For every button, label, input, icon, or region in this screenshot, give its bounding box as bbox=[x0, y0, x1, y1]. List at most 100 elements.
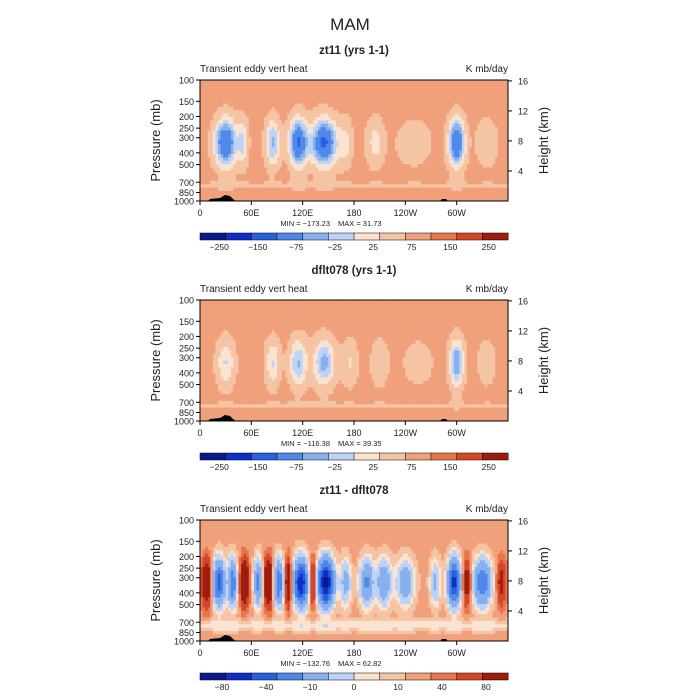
field-cell bbox=[351, 80, 355, 84]
field-cell bbox=[466, 174, 470, 178]
field-cell bbox=[446, 190, 450, 195]
field-cell bbox=[443, 103, 447, 108]
field-cell bbox=[484, 130, 488, 135]
field-cell bbox=[379, 86, 383, 91]
field-cell bbox=[397, 133, 401, 138]
field-cell bbox=[423, 150, 427, 155]
field-cell bbox=[474, 96, 478, 101]
field-cell bbox=[233, 100, 237, 104]
field-cell bbox=[379, 120, 383, 124]
field-cell bbox=[292, 113, 296, 118]
field-cell bbox=[205, 407, 208, 412]
field-cell bbox=[284, 123, 288, 128]
field-cell bbox=[459, 86, 463, 91]
field-cell bbox=[256, 177, 260, 182]
field-cell bbox=[243, 184, 247, 188]
field-cell bbox=[264, 90, 268, 94]
field-cell bbox=[207, 167, 211, 172]
field-cell bbox=[284, 164, 288, 168]
field-cell bbox=[271, 160, 275, 165]
field-cell bbox=[369, 100, 373, 104]
field-cell bbox=[235, 397, 239, 402]
field-cell bbox=[348, 167, 352, 172]
field-cell bbox=[402, 167, 406, 172]
field-cell bbox=[461, 120, 465, 124]
field-cell bbox=[282, 133, 285, 138]
field-cell bbox=[315, 100, 319, 104]
field-cell bbox=[448, 177, 452, 182]
field-cell bbox=[479, 160, 483, 165]
field-cell bbox=[202, 384, 206, 388]
field-cell bbox=[351, 143, 355, 148]
field-cell bbox=[379, 157, 383, 161]
field-cell bbox=[502, 133, 506, 138]
field-cell bbox=[495, 86, 499, 91]
field-cell bbox=[379, 110, 383, 114]
field-cell bbox=[235, 184, 239, 188]
field-cell bbox=[423, 80, 427, 84]
field-cell bbox=[433, 120, 437, 124]
field-cell bbox=[274, 113, 278, 118]
field-cell bbox=[200, 373, 203, 378]
field-cell bbox=[415, 113, 419, 118]
field-cell bbox=[397, 123, 401, 128]
field-cell bbox=[456, 174, 460, 178]
field-cell bbox=[441, 127, 445, 131]
field-cell bbox=[251, 164, 255, 168]
field-cell bbox=[248, 96, 252, 101]
field-cell bbox=[389, 83, 393, 88]
field-cell bbox=[502, 113, 506, 118]
field-cell bbox=[461, 83, 465, 88]
field-cell bbox=[264, 167, 268, 172]
field-cell bbox=[413, 140, 416, 145]
field-cell bbox=[464, 147, 468, 151]
field-cell bbox=[205, 310, 208, 314]
field-cell bbox=[410, 143, 414, 148]
field-cell bbox=[497, 116, 501, 121]
field-cell bbox=[420, 86, 424, 91]
field-cell bbox=[487, 170, 491, 175]
field-cell bbox=[451, 130, 455, 135]
field-cell bbox=[235, 313, 239, 318]
field-cell bbox=[315, 130, 319, 135]
field-cell bbox=[415, 83, 419, 88]
field-cell bbox=[336, 90, 339, 94]
field-cell bbox=[261, 86, 265, 91]
field-cell bbox=[200, 184, 203, 188]
field-cell bbox=[374, 113, 378, 118]
field-cell bbox=[315, 143, 319, 148]
field-cell bbox=[200, 353, 203, 358]
field-cell bbox=[320, 147, 324, 151]
field-cell bbox=[456, 96, 460, 101]
field-cell bbox=[312, 143, 316, 148]
field-cell bbox=[235, 143, 239, 148]
field-cell bbox=[330, 170, 334, 175]
field-cell bbox=[246, 174, 250, 178]
field-cell bbox=[279, 106, 283, 111]
field-cell bbox=[228, 147, 232, 151]
field-cell bbox=[389, 90, 393, 94]
field-cell bbox=[369, 103, 373, 108]
field-cell bbox=[223, 130, 226, 135]
field-cell bbox=[212, 377, 216, 381]
field-cell bbox=[210, 336, 214, 341]
field-cell bbox=[205, 194, 208, 198]
field-cell bbox=[205, 384, 208, 388]
field-cell bbox=[482, 187, 486, 192]
field-cell bbox=[307, 147, 311, 151]
field-cell bbox=[310, 147, 314, 151]
field-cell bbox=[497, 164, 501, 168]
field-cell bbox=[407, 127, 411, 131]
field-cell bbox=[233, 350, 237, 355]
field-cell bbox=[479, 180, 483, 185]
field-cell bbox=[407, 157, 411, 161]
field-cell bbox=[259, 160, 262, 165]
field-cell bbox=[490, 164, 493, 168]
field-cell bbox=[397, 86, 401, 91]
field-cell bbox=[364, 120, 368, 124]
field-cell bbox=[220, 80, 224, 84]
field-cell bbox=[382, 140, 386, 145]
field-cell bbox=[220, 130, 224, 135]
field-cell bbox=[292, 100, 296, 104]
